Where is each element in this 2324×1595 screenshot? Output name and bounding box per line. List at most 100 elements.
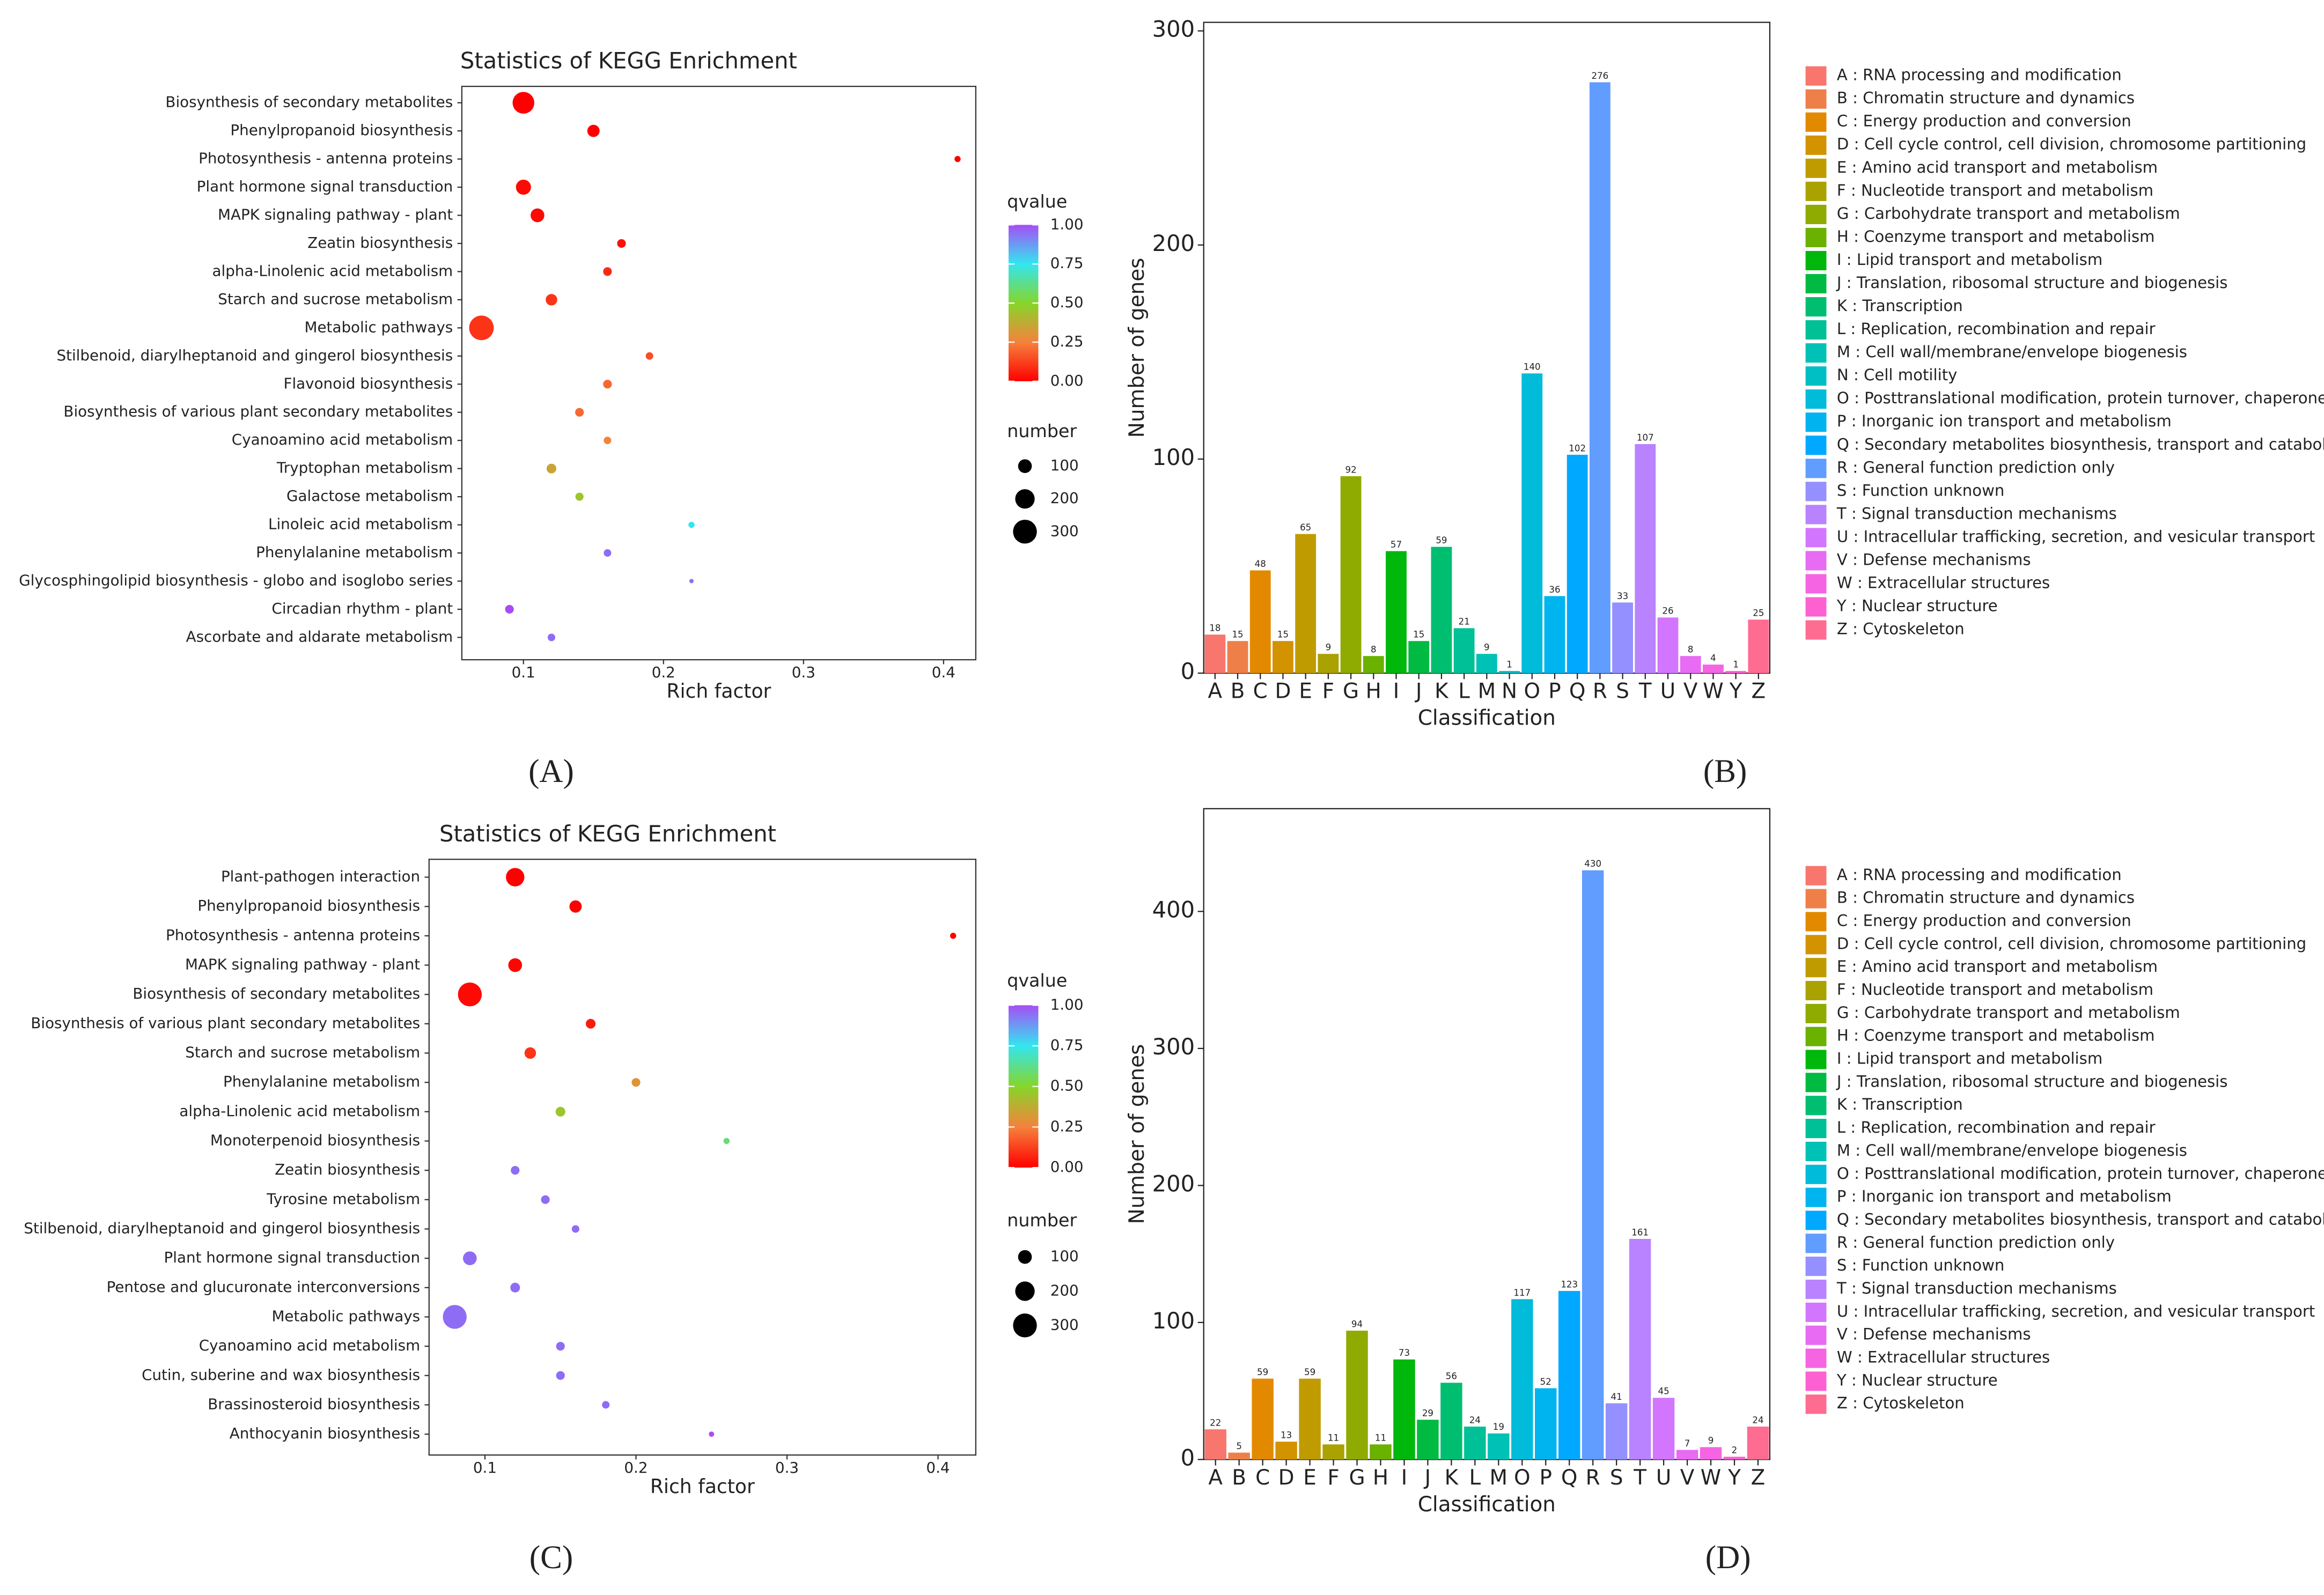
x-tick-label: S [1616, 680, 1629, 704]
bubble [571, 1225, 579, 1233]
legend-key [1805, 889, 1827, 909]
legend-key [1805, 866, 1827, 885]
bubble [954, 156, 961, 163]
y-tick-label: Cutin, suberine and wax biosynthesis [142, 1366, 420, 1384]
y-tick-label: Tryptophan metabolism [276, 459, 453, 477]
x-tick-label: U [1656, 1466, 1671, 1490]
legend-label: E : Amino acid transport and metabolism [1837, 158, 2158, 176]
legend-key [1805, 389, 1827, 409]
y-tick-label: 100 [1152, 1308, 1195, 1334]
bar-value-label: 9 [1484, 643, 1490, 653]
x-tick-label: Q [1561, 1466, 1578, 1490]
bar [1440, 1383, 1462, 1460]
legend-label: H : Coenzyme transport and metabolism [1837, 1027, 2155, 1045]
legend-key [1805, 1394, 1827, 1414]
bar [1748, 619, 1769, 674]
x-tick-label: W [1701, 1466, 1721, 1490]
colorbar-label: 0.25 [1050, 333, 1084, 350]
legend-key [1805, 482, 1827, 501]
x-tick-label: L [1469, 1466, 1481, 1490]
chart-title: Statistics of KEGG Enrichment [439, 821, 776, 847]
legend-key [1805, 1141, 1827, 1161]
bubble [631, 1078, 641, 1087]
x-tick-label: Q [1569, 680, 1586, 704]
plot-area [1203, 808, 1771, 1460]
bar-value-label: 18 [1209, 623, 1220, 633]
size-legend-label: 200 [1050, 489, 1079, 507]
y-tick-label: Biosynthesis of secondary metabolites [133, 985, 420, 1002]
legend-label: G : Carbohydrate transport and metabolis… [1837, 204, 2180, 223]
size-legend-key [1018, 459, 1032, 473]
x-axis-label: Classification [1418, 706, 1556, 730]
size-legend-key [1013, 520, 1037, 544]
bubble [524, 1047, 536, 1059]
bar [1747, 1426, 1769, 1460]
x-tick-label: K [1435, 680, 1449, 704]
y-tick-label: Metabolic pathways [271, 1307, 420, 1325]
bar-value-label: 117 [1513, 1288, 1531, 1298]
bar [1299, 1378, 1321, 1460]
x-tick-label: I [1393, 680, 1399, 704]
x-tick-label: O [1524, 680, 1540, 704]
x-tick-label: U [1660, 680, 1675, 704]
y-tick-label: Plant hormone signal transduction [197, 178, 453, 195]
x-tick-label: F [1327, 1466, 1339, 1490]
y-tick-label: Glycosphingolipid biosynthesis - globo a… [19, 572, 453, 589]
y-tick-label: Metabolic pathways [305, 318, 453, 336]
bar-value-label: 15 [1277, 630, 1289, 640]
x-tick-label: 0.2 [624, 1459, 648, 1476]
bubble [531, 208, 545, 223]
bar-value-label: 33 [1617, 591, 1628, 601]
legend-label: O : Posttranslational modification, prot… [1837, 1164, 2324, 1183]
colorbar-label: 0.00 [1050, 1158, 1084, 1176]
bubble [602, 1401, 610, 1409]
x-tick-label: 0.4 [926, 1459, 950, 1476]
bubble [516, 179, 531, 195]
bubble [585, 1018, 596, 1029]
bar-value-label: 21 [1459, 617, 1470, 627]
bubble [645, 352, 653, 360]
legend-key [1805, 1187, 1827, 1207]
bar [1582, 870, 1604, 1460]
bar [1453, 628, 1475, 674]
colorbar-label: 1.00 [1050, 215, 1084, 233]
bar-value-label: 65 [1300, 522, 1311, 533]
x-tick-label: H [1366, 680, 1381, 704]
bar [1703, 664, 1724, 674]
bubble [556, 1371, 565, 1380]
legend-key [1805, 1073, 1827, 1092]
x-tick-label: B [1231, 680, 1245, 704]
bar [1363, 656, 1384, 674]
bar [1499, 671, 1520, 674]
legend-key [1805, 980, 1827, 1001]
legend-label: I : Lipid transport and metabolism [1837, 250, 2102, 269]
legend-key [1805, 274, 1827, 294]
legend-key [1805, 1257, 1827, 1276]
bar-value-label: 22 [1210, 1417, 1221, 1428]
bubble [462, 1251, 477, 1265]
y-tick-label: 300 [1152, 1033, 1195, 1060]
y-tick-label: Stilbenoid, diarylheptanoid and gingerol… [24, 1219, 420, 1237]
size-legend-label: 100 [1050, 456, 1079, 474]
bar [1227, 641, 1248, 674]
y-tick-label: Anthocyanin biosynthesis [230, 1424, 420, 1442]
bar [1393, 1359, 1415, 1460]
x-tick-label: M [1490, 1466, 1508, 1490]
bubble [546, 463, 557, 474]
bubble [508, 958, 523, 972]
y-tick-label: Plant hormone signal transduction [164, 1249, 421, 1266]
bar-value-label: 41 [1611, 1392, 1622, 1402]
y-tick-label: Photosynthesis - antenna proteins [198, 150, 453, 167]
bar-value-label: 140 [1524, 362, 1541, 372]
legend-label: M : Cell wall/membrane/envelope biogenes… [1837, 1141, 2187, 1160]
legend-label: S : Function unknown [1837, 481, 2004, 499]
x-tick-label: E [1303, 1466, 1317, 1490]
size-legend-key [1013, 1313, 1037, 1338]
size-legend-title: number [1007, 1210, 1077, 1231]
legend-label: L : Replication, recombination and repai… [1837, 320, 2156, 338]
legend-label: T : Signal transduction mechanisms [1836, 1279, 2117, 1297]
legend-key [1805, 912, 1827, 932]
bar [1680, 656, 1701, 674]
bar [1652, 1398, 1675, 1460]
bar [1676, 1450, 1698, 1460]
